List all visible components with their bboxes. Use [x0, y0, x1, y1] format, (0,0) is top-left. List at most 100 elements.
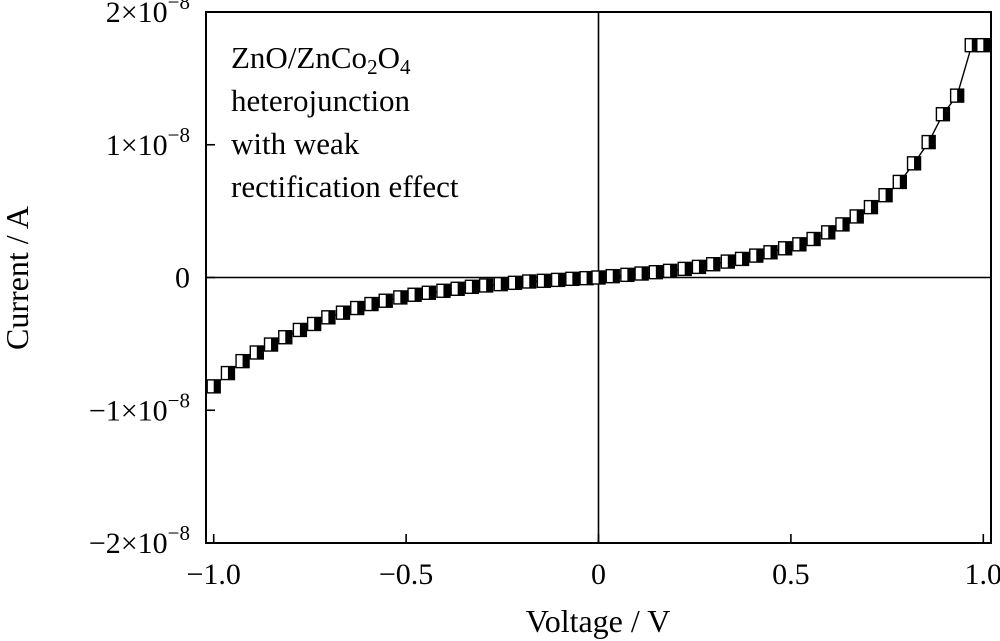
y-tick-label: 0 [175, 262, 190, 295]
data-point-fill [357, 301, 364, 315]
x-tick-label: −0.5 [379, 558, 433, 591]
data-point-fill [543, 274, 551, 288]
annotation-line-1: ZnO/ZnCo2O4 [231, 40, 411, 79]
data-point-fill [713, 257, 720, 271]
data-point [620, 267, 635, 283]
data-point-fill [471, 280, 479, 294]
data-point-fill [256, 346, 264, 360]
data-point-fill [627, 268, 634, 282]
data-point [691, 259, 707, 275]
data-point-fill [813, 232, 821, 246]
data-point [550, 272, 566, 288]
data-point-fill [558, 273, 565, 287]
data-point [835, 217, 850, 232]
data-point-fill [971, 38, 979, 52]
data-point-fill [856, 209, 864, 223]
data-point-fill [213, 379, 221, 393]
data-point-fill [828, 225, 835, 239]
data-point [935, 107, 951, 122]
data-point [821, 225, 836, 240]
data-point [863, 199, 879, 215]
data-point-fill [870, 200, 878, 214]
data-point-fill [428, 286, 436, 300]
x-tick-label: 0.5 [772, 558, 810, 591]
data-point [806, 231, 821, 247]
data-marker-layer [206, 37, 991, 394]
data-point-fill [342, 306, 350, 320]
y-tick-label: −1×10−8 [89, 388, 190, 427]
data-point-fill [529, 274, 536, 288]
data-point [292, 322, 308, 338]
data-point [493, 276, 508, 292]
data-point [878, 187, 893, 203]
data-point-fill [756, 249, 763, 263]
annotation-line-3: with weak [231, 126, 360, 161]
data-point-fill [770, 245, 778, 259]
data-point-fill [572, 272, 579, 286]
data-point [677, 261, 692, 277]
data-point-fill [285, 330, 292, 344]
data-point-fill [885, 188, 893, 202]
data-point [892, 174, 908, 190]
data-point-fill [655, 265, 663, 279]
data-point [249, 345, 264, 360]
data-point [235, 353, 250, 369]
annotation-line-2: heterojunction [231, 83, 411, 118]
data-point-fill [242, 354, 250, 368]
data-point-fill [899, 175, 907, 189]
data-point [536, 273, 552, 289]
data-point-fill [299, 323, 307, 337]
data-point [478, 278, 494, 293]
data-point-fill [799, 237, 806, 251]
data-point-fill [457, 282, 465, 296]
data-point-fill [914, 156, 921, 170]
data-point-fill [227, 366, 235, 380]
data-point [605, 268, 620, 284]
x-tick-label: 0 [591, 558, 606, 591]
x-tick-label: −1.0 [186, 558, 240, 591]
data-point-fill [443, 284, 450, 298]
data-point [906, 156, 922, 171]
data-point [921, 134, 936, 150]
data-point [350, 300, 365, 316]
data-point-fill [598, 271, 605, 284]
data-point-fill [371, 297, 378, 311]
data-point-fill [612, 269, 620, 283]
data-point-fill [684, 262, 692, 276]
data-point [393, 290, 408, 305]
y-tick-label: −2×10−8 [89, 521, 190, 560]
data-point [849, 209, 864, 224]
data-point [407, 287, 422, 302]
data-point-fill [670, 264, 677, 278]
annotation-line-4: rectification effect [231, 169, 459, 204]
data-point [792, 237, 807, 252]
data-point-fill [641, 267, 649, 281]
data-point-fill [328, 310, 335, 324]
data-point [565, 271, 580, 287]
data-point-fill [928, 135, 936, 149]
data-point [450, 281, 465, 296]
data-point [306, 316, 322, 332]
data-point [763, 245, 778, 260]
annotation-box: ZnO/ZnCo2O4 heterojunction with weak rec… [231, 40, 459, 204]
data-point-fill [385, 294, 393, 308]
y-tick-label: 1×10−8 [106, 123, 190, 162]
x-axis-title: Voltage / V [526, 603, 671, 639]
data-point [321, 310, 336, 325]
data-point [749, 248, 764, 263]
x-tick-label: 1.0 [965, 558, 1000, 591]
data-point-fill [414, 288, 422, 302]
data-point [220, 365, 236, 381]
y-axis-title: Current / A [0, 206, 35, 350]
data-point [591, 270, 606, 285]
data-point [976, 37, 991, 53]
data-point [507, 275, 523, 291]
data-point [436, 283, 451, 298]
data-point-fill [983, 38, 990, 52]
tick-layer: −1.0 −0.5 0 0.5 1.0 −2×10−8 −1×10−8 0 1×10−8 2×10… [89, 0, 1000, 591]
y-tick-label: 2×10−8 [106, 0, 190, 29]
data-point-fill [785, 241, 792, 255]
data-point-fill [698, 260, 706, 274]
data-point [662, 263, 678, 279]
